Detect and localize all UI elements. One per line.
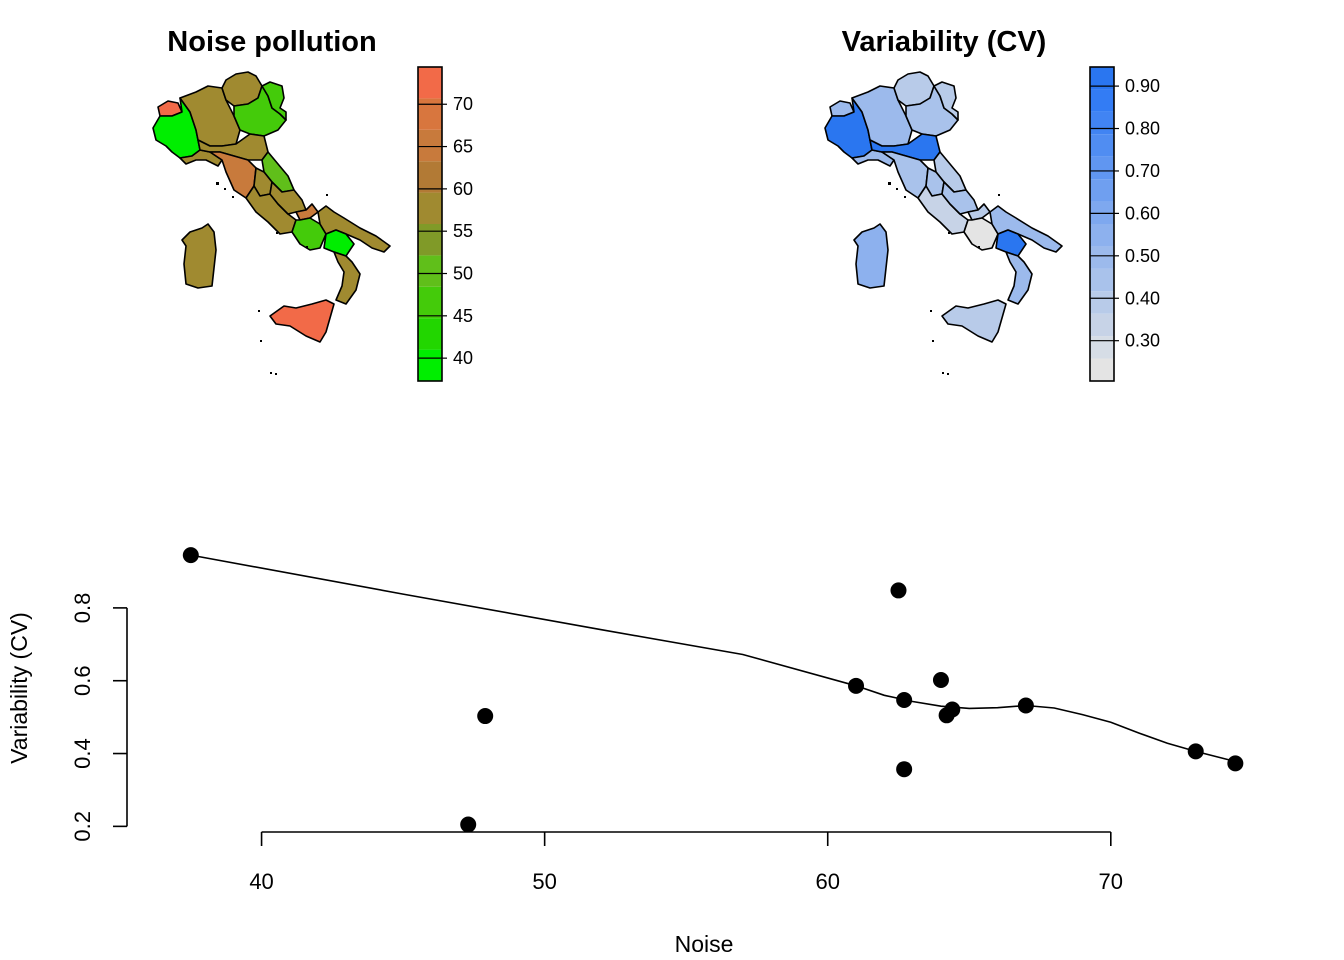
x-axis: 40 50 60 70: [249, 831, 1123, 894]
region-abruzzo: [941, 181, 979, 215]
region-calabria: [333, 251, 361, 305]
data-point: [1017, 697, 1034, 714]
region-calabria: [1005, 251, 1033, 305]
legend-swatch: [1090, 224, 1114, 247]
scatter-points: [182, 547, 1244, 833]
legend-swatch: [418, 224, 442, 256]
legend-swatch: [1090, 201, 1114, 224]
legend-swatch: [418, 349, 442, 381]
data-point: [896, 761, 913, 778]
legend-tick-label: 0.30: [1125, 331, 1160, 351]
legend-swatch: [1090, 336, 1114, 359]
legend-swatch: [1090, 89, 1114, 112]
variability-legend: 0.30 0.40 0.50 0.60 0.70 0.80 0.90: [1089, 66, 1160, 382]
x-axis-label: Noise: [675, 931, 734, 957]
region-sardegna: [853, 223, 889, 289]
legend-swatch: [418, 318, 442, 350]
noise-map-title: Noise pollution: [167, 26, 376, 58]
smooth-trend-line: [190, 554, 1236, 763]
variability-map-title: Variability (CV): [842, 26, 1047, 58]
data-point: [1227, 755, 1244, 772]
region-lazio: [917, 185, 969, 235]
legend-tick-label: 0.60: [1125, 203, 1160, 223]
legend-tick-label: 60: [453, 179, 473, 199]
legend-swatch: [1090, 134, 1114, 157]
legend-tick-label: 70: [453, 94, 473, 114]
noise-legend: 40 45 50 55 60 65 70: [417, 66, 473, 382]
data-point: [182, 547, 199, 564]
variability-map: Variability (CV): [824, 26, 1160, 382]
y-tick-label: 0.8: [70, 593, 95, 624]
legend-swatch: [1090, 291, 1114, 314]
region-basilicata: [995, 229, 1027, 257]
region-lazio: [245, 185, 297, 235]
y-axis: 0.2 0.4 0.6 0.8: [70, 593, 128, 842]
legend-tick-label: 0.40: [1125, 288, 1160, 308]
legend-tick-label: 0.50: [1125, 246, 1160, 266]
y-tick-label: 0.2: [70, 811, 95, 842]
legend-frame: [1089, 66, 1115, 382]
data-point: [944, 701, 961, 718]
legend-tick-label: 40: [453, 348, 473, 368]
legend-swatch: [418, 98, 442, 130]
legend-swatch: [1090, 358, 1114, 381]
legend-swatch: [418, 192, 442, 224]
y-axis-label: Variability (CV): [6, 612, 32, 764]
legend-frame: [417, 66, 443, 382]
region-friuli: [261, 81, 287, 121]
legend-tick-label: 0.70: [1125, 161, 1160, 181]
region-lombardia: [851, 85, 913, 147]
region-liguria: [851, 149, 895, 167]
x-tick-label: 40: [249, 869, 273, 894]
legend-tick-label: 55: [453, 221, 473, 241]
data-point: [896, 692, 913, 709]
legend-swatch: [1090, 246, 1114, 269]
x-tick-label: 50: [532, 869, 556, 894]
legend-swatch: [1090, 156, 1114, 180]
legend-swatch: [418, 286, 442, 319]
legend-tick-label: 45: [453, 306, 473, 326]
legend-tick-label: 0.90: [1125, 76, 1160, 96]
y-tick-label: 0.4: [70, 738, 95, 769]
legend-swatch: [1090, 313, 1114, 337]
data-point: [1187, 743, 1204, 760]
region-lombardia: [179, 85, 241, 147]
legend-swatch: [1090, 179, 1114, 202]
region-sardegna: [181, 223, 217, 289]
legend-swatch: [1090, 268, 1114, 292]
legend-swatch: [418, 255, 442, 287]
region-sicilia: [941, 299, 1007, 343]
legend-tick-label: 65: [453, 137, 473, 157]
legend-swatch: [1090, 111, 1114, 135]
legend-swatch: [418, 67, 442, 99]
y-tick-label: 0.6: [70, 665, 95, 696]
legend-swatch: [1090, 67, 1114, 90]
region-abruzzo: [269, 181, 307, 215]
region-sicilia: [269, 299, 335, 343]
islands: [216, 182, 328, 375]
noise-pollution-map: Noise pollution: [152, 26, 473, 382]
x-tick-label: 60: [815, 869, 839, 894]
scatter-plot: 40 50 60 70 0.2 0.4 0.6 0.8 Noise Variability …: [6, 547, 1244, 957]
data-point: [460, 816, 477, 833]
region-basilicata: [323, 229, 355, 257]
legend-swatch: [418, 161, 442, 193]
region-liguria: [179, 149, 223, 167]
legend-swatch: [418, 129, 442, 162]
data-point: [890, 582, 907, 599]
data-point: [932, 671, 949, 688]
region-friuli: [933, 81, 959, 121]
data-point: [477, 708, 494, 725]
legend-tick-label: 0.80: [1125, 119, 1160, 139]
legend-tick-label: 50: [453, 264, 473, 284]
islands: [888, 182, 1000, 375]
x-tick-label: 70: [1099, 869, 1123, 894]
data-point: [848, 677, 865, 694]
